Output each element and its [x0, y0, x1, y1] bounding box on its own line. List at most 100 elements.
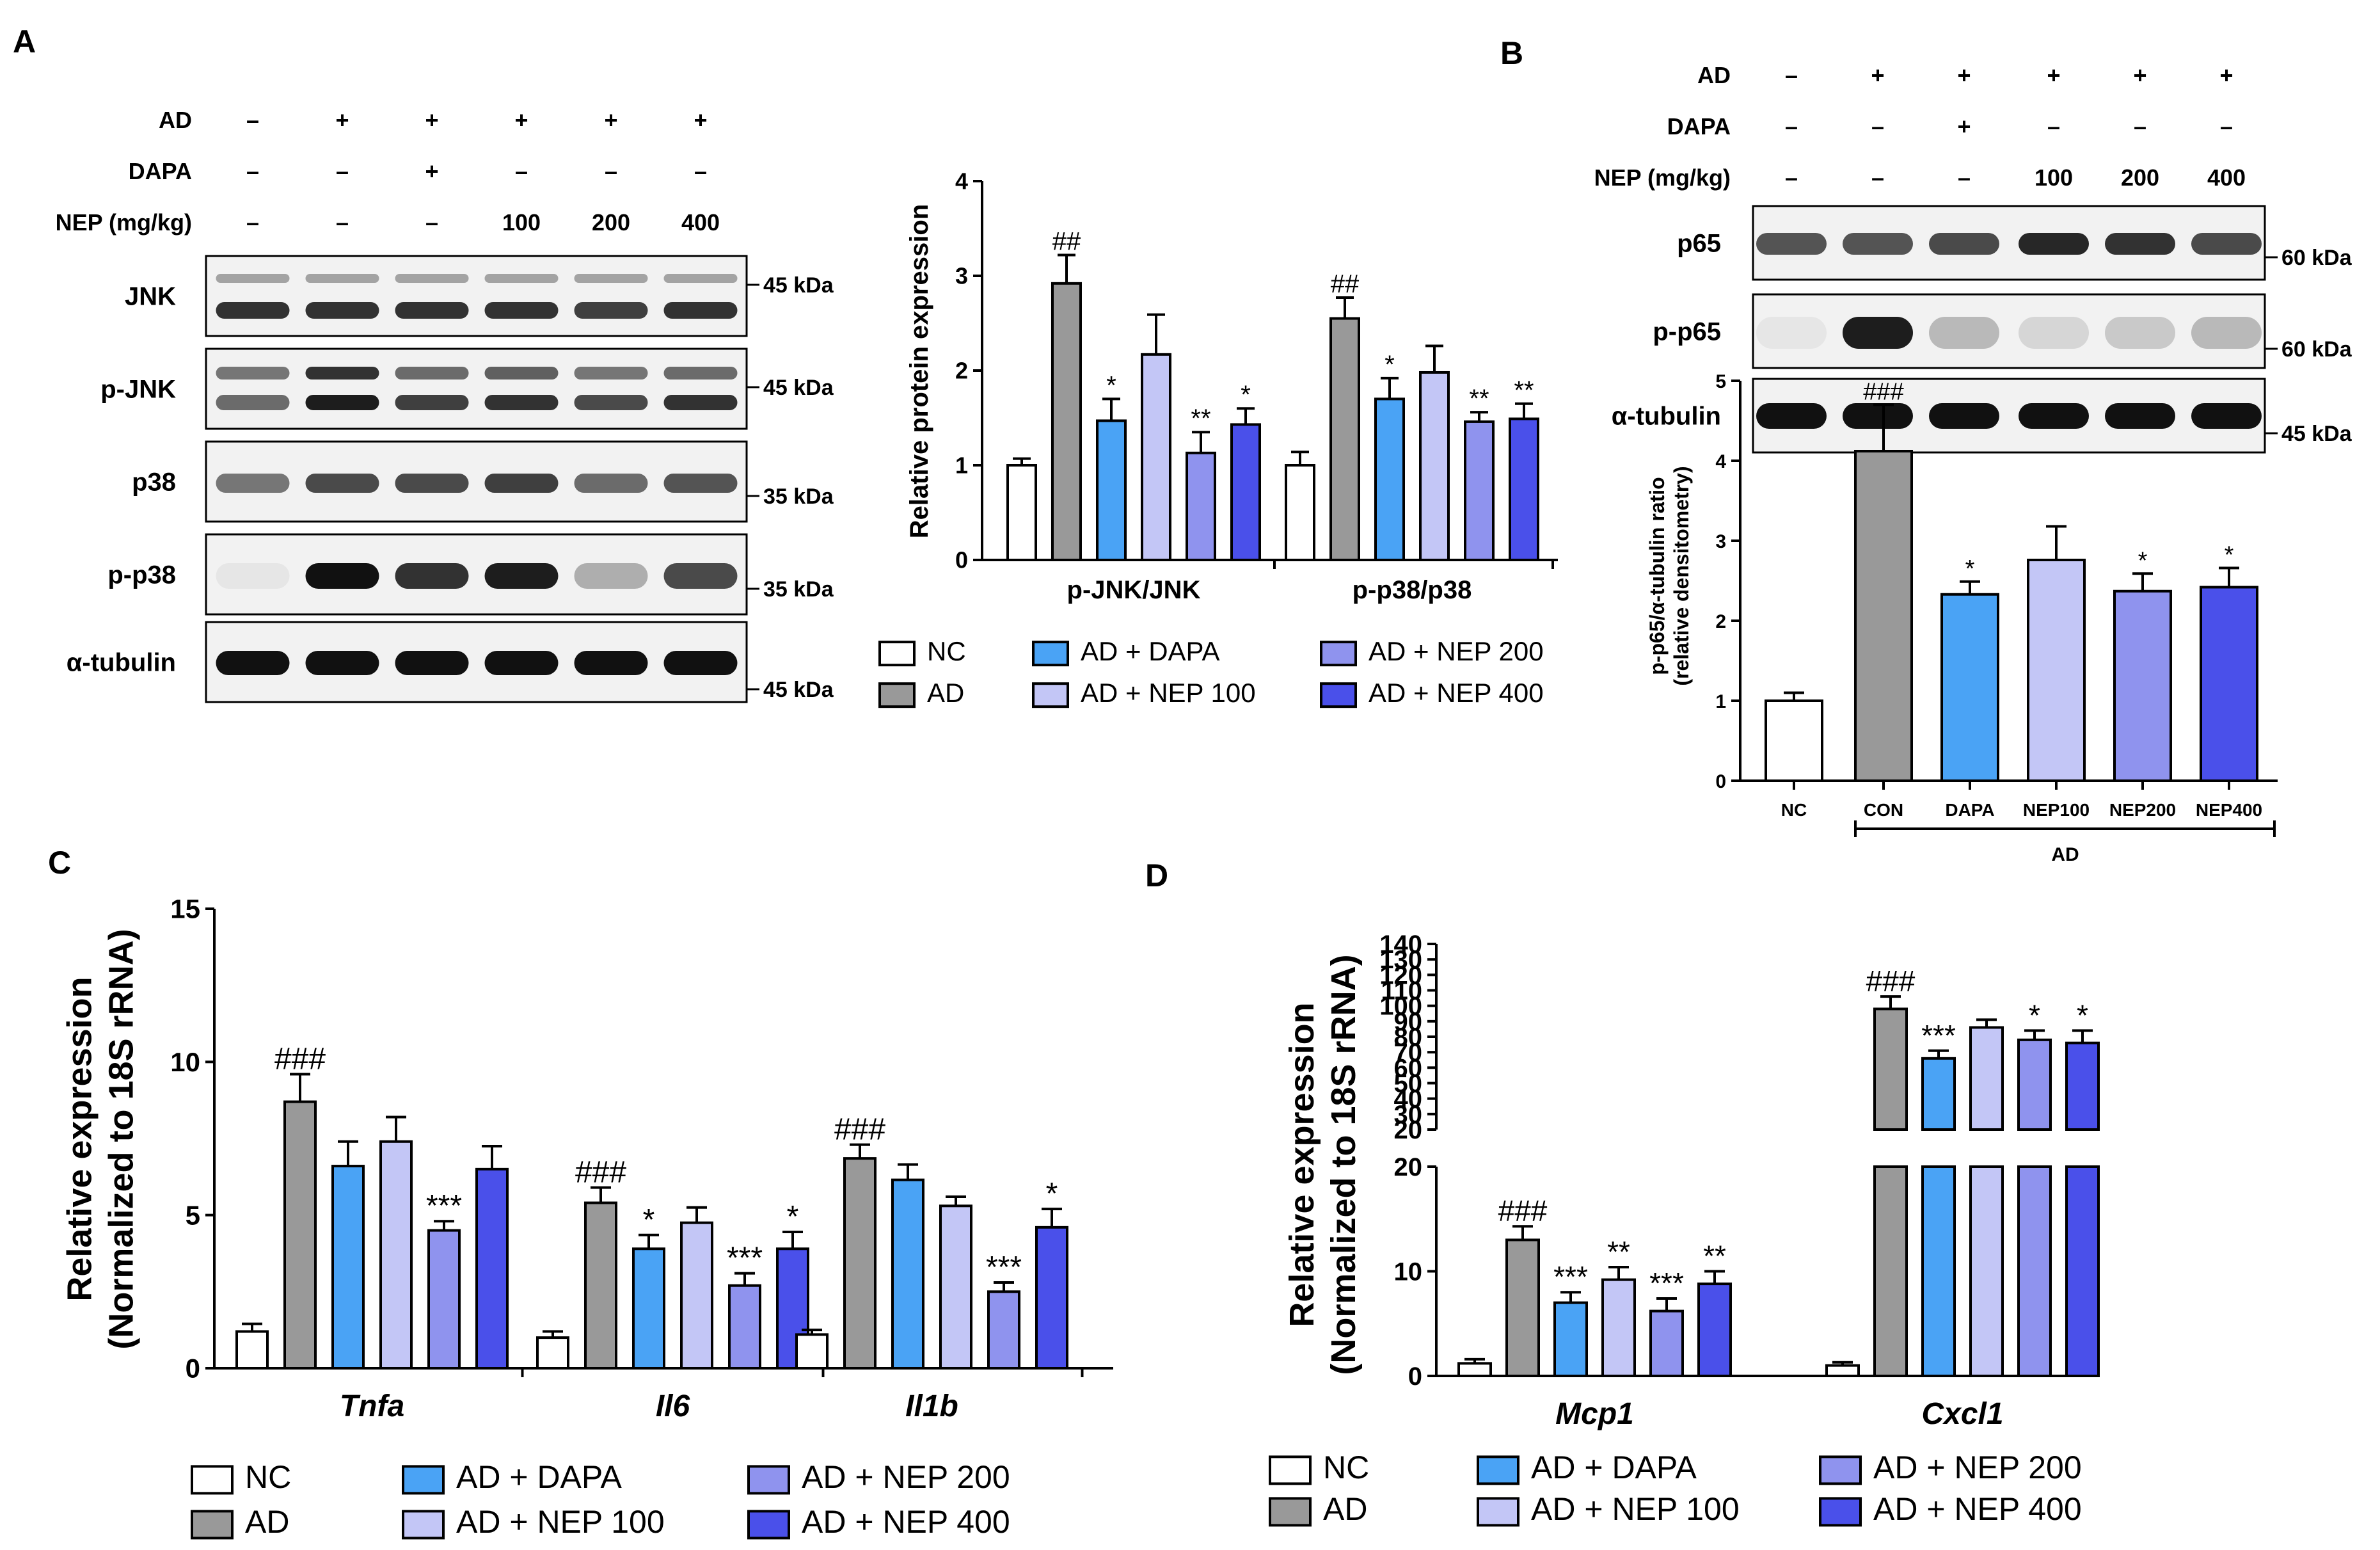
- legend-label: AD: [1323, 1491, 1367, 1527]
- condition-label: AD: [1697, 62, 1731, 88]
- marker-label: 60 kDa: [2281, 246, 2352, 270]
- blot-band: [1756, 403, 1827, 429]
- y-axis-label-line: Relative expression: [1283, 1002, 1321, 1327]
- western-blot-a: AD – + + + + + DAPA – – + – – – NEP (mg/kg) – – – 100 200 40…: [56, 107, 834, 703]
- blot-band: [305, 302, 379, 319]
- legend-label: AD + NEP 200: [1873, 1450, 2082, 1485]
- significance-mark: ***: [1921, 1019, 1956, 1052]
- legend-swatch: [1320, 682, 1357, 708]
- legend-swatch: [1477, 1497, 1519, 1527]
- bar: [1649, 1309, 1684, 1377]
- significance-mark: ***: [727, 1242, 763, 1275]
- blot-row-label: p38: [132, 468, 176, 497]
- blot-row-label: p65: [1677, 230, 1721, 258]
- condition-value: +: [1957, 62, 1971, 88]
- significance-mark: ***: [1649, 1266, 1684, 1300]
- y-axis-label-line: (Normalized to 18S rRNA): [1324, 954, 1363, 1375]
- y-tick-label: 0: [186, 1354, 200, 1384]
- panel-label-a: A: [13, 24, 36, 60]
- category-label: Tnfa: [340, 1389, 404, 1423]
- legend-label: AD + NEP 100: [1081, 678, 1256, 708]
- category-label: Mcp1: [1555, 1397, 1634, 1431]
- y-tick-label: 3: [955, 263, 968, 289]
- bar: [1186, 451, 1216, 562]
- y-tick-label: 2: [1715, 611, 1726, 632]
- condition-value: +: [1957, 113, 1971, 140]
- blot-band: [663, 367, 738, 380]
- y-tick-label: 40: [1394, 1085, 1423, 1114]
- blot-band: [216, 367, 290, 380]
- blot-band: [663, 474, 738, 493]
- legend-label: NC: [927, 636, 966, 666]
- bar: [1006, 464, 1037, 561]
- bar: [795, 1333, 829, 1370]
- significance-mark: *: [1106, 371, 1116, 399]
- blot-band: [484, 274, 559, 283]
- blot-band: [1756, 233, 1827, 255]
- blot-band: [484, 651, 559, 675]
- y-tick-label: 0: [1715, 771, 1726, 792]
- blot-band: [1843, 317, 1913, 349]
- bar: [1051, 282, 1082, 561]
- y-tick-label: 5: [186, 1200, 200, 1230]
- bar-chart-c: 051015###***Tnfa###*****Il6###****Il1bRe…: [61, 894, 1113, 1423]
- bar: [1419, 371, 1450, 562]
- condition-value: –: [336, 158, 349, 184]
- y-tick-label: 90: [1394, 1008, 1423, 1036]
- condition-value: –: [2134, 113, 2146, 140]
- bar-lower-part: [2017, 1165, 2052, 1377]
- condition-label: NEP (mg/kg): [1594, 164, 1731, 191]
- blot-band: [395, 302, 469, 319]
- bar: [1697, 1282, 1732, 1377]
- legend-swatch: [878, 641, 916, 667]
- y-tick-label: 1: [955, 452, 968, 479]
- significance-mark: ###: [575, 1156, 626, 1190]
- legend-label: AD + DAPA: [456, 1459, 623, 1495]
- y-tick-label: 0: [1408, 1362, 1422, 1391]
- category-label: CON: [1864, 800, 1903, 820]
- y-tick-label: 140: [1379, 931, 1422, 959]
- y-tick-label: 15: [170, 894, 200, 924]
- significance-mark: *: [1241, 381, 1251, 409]
- condition-value: –: [336, 209, 349, 236]
- legend-d: NC AD AD + DAPA AD + NEP 100 AD + NEP 200 AD …: [1269, 1450, 2082, 1527]
- legend-label: AD + DAPA: [1081, 636, 1219, 666]
- bar: [728, 1284, 761, 1370]
- condition-value: –: [2220, 113, 2233, 140]
- y-axis-label-line: Relative protein expression: [905, 204, 933, 538]
- y-axis-label: Relative expression(Normalized to 18S rR…: [61, 929, 141, 1349]
- blot-row-label: α-tubulin: [67, 649, 176, 677]
- blot-band: [395, 367, 469, 380]
- blot-membrane: [205, 255, 748, 337]
- blot-band: [484, 395, 559, 410]
- bar-lower-part: [1969, 1165, 2004, 1377]
- blot-band: [2105, 233, 2175, 255]
- blot-band: [484, 302, 559, 319]
- y-axis-label-line: (relative densitometry): [1670, 466, 1693, 685]
- category-label: NEP100: [2023, 800, 2090, 820]
- condition-value: +: [2219, 62, 2233, 88]
- category-label: NEP200: [2109, 800, 2176, 820]
- significance-mark: *: [2077, 998, 2088, 1032]
- blot-row-label: p-JNK: [100, 376, 176, 404]
- blot-band: [2191, 403, 2262, 429]
- y-tick-label: 30: [1394, 1101, 1423, 1129]
- legend-swatch: [1320, 641, 1357, 667]
- blot-band: [484, 474, 559, 493]
- bar: [2027, 559, 2086, 782]
- y-axis-label: p-p65/α-tubulin ratio(relative densitome…: [1646, 466, 1693, 685]
- legend-swatch: [878, 682, 916, 708]
- blot-band: [216, 274, 290, 283]
- blot-row-label: JNK: [125, 283, 176, 311]
- marker-label: 35 kDa: [763, 577, 834, 602]
- legend-label: AD: [245, 1504, 289, 1540]
- legend-swatch: [1032, 641, 1069, 667]
- blot-band: [395, 651, 469, 675]
- blot-band: [2105, 403, 2175, 429]
- bar: [1464, 420, 1495, 561]
- bar-chart-d: 203040506070809010011012013014001020###*…: [1283, 931, 2100, 1431]
- blot-band: [1929, 233, 1999, 255]
- y-tick-label: 110: [1381, 977, 1422, 1005]
- y-tick-label: 10: [170, 1047, 200, 1077]
- legend-label: AD + NEP 400: [802, 1504, 1010, 1540]
